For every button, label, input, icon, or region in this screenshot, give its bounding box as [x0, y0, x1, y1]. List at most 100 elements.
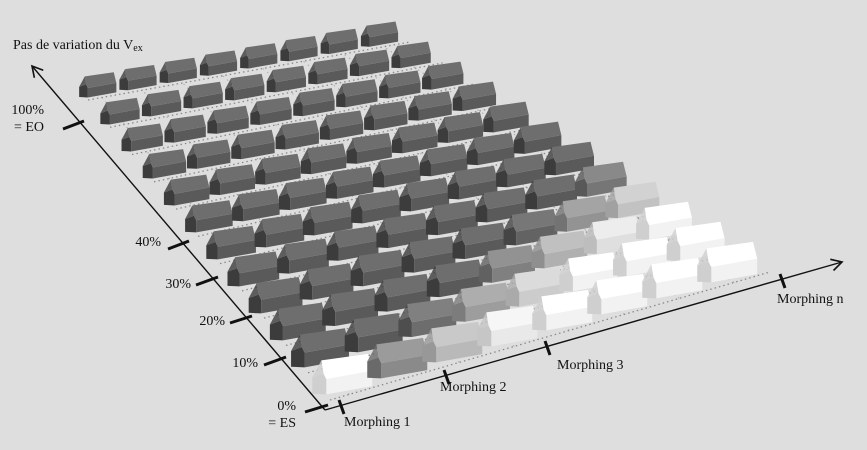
house-model — [266, 65, 306, 93]
house-model — [452, 81, 497, 111]
house-wall — [430, 157, 468, 177]
house-wall — [174, 126, 206, 143]
house-roof-shade — [372, 160, 382, 175]
house-roof-shade — [452, 86, 461, 99]
house-wall — [477, 146, 515, 166]
house-gable — [422, 341, 437, 363]
house-wall — [220, 177, 256, 196]
house-roof-shade — [255, 158, 264, 172]
house-gable — [232, 204, 244, 222]
house-roof — [380, 155, 421, 176]
house-wall — [168, 68, 197, 83]
house-wall — [311, 156, 347, 175]
house-wall — [493, 114, 529, 133]
house-wall — [596, 232, 640, 254]
house-gable — [374, 291, 388, 312]
house-roof — [165, 57, 197, 74]
house-roof — [330, 288, 379, 312]
house-model — [422, 61, 464, 90]
y-sublabel-100: = EO — [13, 120, 44, 135]
house-wall — [290, 191, 327, 210]
house-wall — [314, 215, 353, 236]
horizontal-axis-line — [324, 258, 844, 411]
house-model — [574, 161, 627, 197]
house-roof — [355, 49, 390, 67]
house-gable — [587, 293, 602, 315]
house-gable — [391, 137, 403, 154]
house-gable — [312, 373, 327, 395]
house-wall — [335, 304, 379, 327]
house-model — [254, 213, 305, 248]
house-model — [559, 252, 618, 292]
house-roof-shade — [426, 265, 438, 282]
house-roof-shade — [312, 360, 324, 378]
house-wall — [241, 142, 275, 160]
house-roof-shade — [505, 273, 517, 291]
house-model — [227, 251, 280, 287]
house-model — [300, 143, 347, 175]
house-roof-shade — [279, 183, 288, 197]
house-model — [479, 244, 535, 283]
house-roof — [613, 181, 660, 205]
house-roof-shade — [364, 105, 373, 118]
house-gable — [479, 263, 493, 283]
house-model — [209, 164, 256, 196]
house-model — [391, 122, 438, 154]
house-wall — [411, 314, 457, 337]
house-wall — [337, 180, 374, 199]
house-roof — [106, 97, 140, 115]
house-wall — [462, 93, 497, 111]
house-wall — [131, 135, 163, 152]
house-roof — [384, 212, 429, 235]
house-gable — [531, 248, 545, 269]
house-gable — [266, 78, 276, 93]
house-wall — [572, 268, 618, 292]
house-roof — [286, 177, 327, 198]
house-wall — [345, 90, 378, 108]
house-gable — [697, 261, 712, 283]
house-roof — [326, 28, 358, 45]
house-model — [613, 237, 671, 277]
house-roof-shade — [408, 96, 417, 109]
house-roof-shade — [466, 138, 476, 152]
house-roof-shade — [587, 280, 599, 298]
house-wall — [109, 109, 140, 125]
house-wall — [492, 260, 535, 283]
house-gable — [302, 217, 315, 236]
house-roof — [487, 244, 535, 269]
house-roof-shade — [121, 128, 130, 140]
house-model — [391, 41, 431, 69]
house-roof-shade — [367, 344, 379, 362]
house-roof-shade — [452, 228, 463, 244]
house-roof-shade — [336, 83, 344, 96]
house-roof — [431, 321, 483, 348]
house-gable — [280, 48, 290, 62]
house-roof-shade — [532, 296, 544, 314]
house-model — [525, 174, 578, 210]
house-model — [100, 97, 140, 125]
house-wall — [516, 224, 558, 246]
house-gable — [452, 240, 466, 259]
house-wall — [317, 68, 348, 85]
house-roof — [213, 105, 249, 124]
house-model — [322, 288, 379, 327]
house-gable — [525, 191, 538, 210]
house-gable — [100, 110, 110, 125]
house-wall — [680, 238, 725, 261]
house-gable — [183, 94, 193, 109]
house-model — [269, 302, 326, 341]
house-gable — [583, 234, 597, 254]
house-roof — [455, 165, 498, 187]
house-roof — [490, 101, 529, 121]
house-wall — [363, 265, 405, 287]
house-roof — [651, 257, 703, 284]
house-wall — [524, 135, 562, 154]
house-gable — [666, 240, 681, 261]
house-gable — [322, 306, 336, 327]
house-model — [308, 57, 348, 85]
house-model — [513, 121, 562, 154]
house-roof — [127, 123, 163, 141]
house-wall — [329, 122, 364, 140]
house-roof-shade — [447, 171, 458, 186]
house-wall — [197, 151, 231, 169]
